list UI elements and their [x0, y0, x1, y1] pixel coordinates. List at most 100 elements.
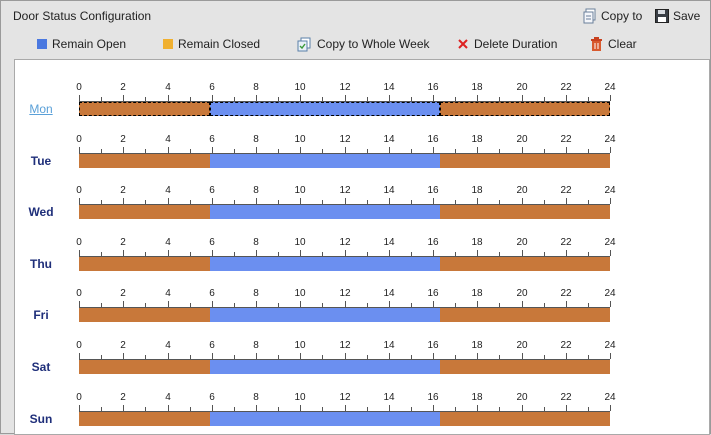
copy-week-icon: [297, 37, 311, 51]
hour-tick: [499, 355, 500, 359]
hour-label: 8: [253, 340, 259, 351]
schedule-segment-remain-closed[interactable]: [79, 412, 210, 426]
hour-tick: [322, 200, 323, 204]
schedule-segment-remain-closed[interactable]: [440, 412, 610, 426]
clear-button[interactable]: Clear: [590, 35, 637, 53]
hour-tick: [522, 353, 523, 359]
hour-tick: [477, 95, 478, 101]
save-button[interactable]: Save: [655, 7, 700, 25]
hour-tick: [278, 355, 279, 359]
hour-tick: [123, 405, 124, 411]
hour-tick: [522, 405, 523, 411]
schedule-segment-remain-open[interactable]: [210, 102, 440, 116]
hour-tick: [256, 250, 257, 256]
hour-label: 16: [427, 392, 439, 403]
day-timeline-bar[interactable]: [79, 308, 610, 322]
day-label-fri[interactable]: Fri: [33, 308, 49, 322]
hour-tick: [367, 200, 368, 204]
hour-tick: [322, 149, 323, 153]
schedule-segment-remain-closed[interactable]: [440, 205, 610, 219]
day-row-sat: Sat 0 2 4 6 8 10 12 14 16 18 20 22 24: [15, 340, 705, 380]
day-label-sun[interactable]: Sun: [29, 412, 53, 426]
hour-tick: [544, 252, 545, 256]
hour-label: 12: [339, 340, 351, 351]
hour-tick: [433, 301, 434, 307]
day-timeline-bar[interactable]: [79, 102, 610, 116]
hour-tick: [256, 301, 257, 307]
day-timeline-bar[interactable]: [79, 205, 610, 219]
day-timeline-bar[interactable]: [79, 154, 610, 168]
delete-duration-button[interactable]: Delete Duration: [457, 35, 557, 53]
day-label-tue[interactable]: Tue: [30, 154, 52, 168]
hour-tick: [411, 200, 412, 204]
day-label-wed[interactable]: Wed: [28, 205, 54, 219]
schedule-segment-remain-closed[interactable]: [79, 257, 210, 271]
schedule-segment-remain-closed[interactable]: [440, 257, 610, 271]
hour-tick: [588, 97, 589, 101]
hour-tick: [389, 301, 390, 307]
copy-to-button[interactable]: Copy to: [583, 7, 642, 25]
hour-label: 20: [516, 237, 528, 248]
hour-tick: [212, 95, 213, 101]
hour-label: 0: [76, 82, 82, 93]
schedule-segment-remain-closed[interactable]: [79, 154, 210, 168]
day-label-mon[interactable]: Mon: [29, 102, 53, 116]
hour-tick: [123, 95, 124, 101]
remain-closed-button[interactable]: Remain Closed: [163, 35, 260, 53]
hour-tick: [190, 303, 191, 307]
schedule-segment-remain-closed[interactable]: [440, 102, 610, 116]
hour-label: 8: [253, 134, 259, 145]
hour-tick: [566, 250, 567, 256]
schedule-segment-remain-open[interactable]: [210, 412, 440, 426]
hour-tick: [544, 407, 545, 411]
hour-tick: [499, 149, 500, 153]
hour-tick: [278, 407, 279, 411]
hour-tick: [367, 97, 368, 101]
hour-tick: [79, 250, 80, 256]
hour-tick: [455, 407, 456, 411]
schedule-segment-remain-closed[interactable]: [440, 154, 610, 168]
hour-tick: [168, 198, 169, 204]
hour-label: 2: [120, 392, 126, 403]
hour-tick: [145, 200, 146, 204]
schedule-segment-remain-closed[interactable]: [79, 360, 210, 374]
schedule-segment-remain-open[interactable]: [210, 205, 440, 219]
hour-label: 10: [294, 237, 306, 248]
hour-tick: [522, 147, 523, 153]
day-timeline-bar[interactable]: [79, 360, 610, 374]
hour-tick: [499, 252, 500, 256]
day-timeline-bar[interactable]: [79, 412, 610, 426]
hour-tick: [345, 301, 346, 307]
hour-tick: [234, 355, 235, 359]
hour-label: 14: [383, 340, 395, 351]
day-timeline-bar[interactable]: [79, 257, 610, 271]
day-label-thu[interactable]: Thu: [30, 257, 52, 271]
schedule-segment-remain-closed[interactable]: [440, 360, 610, 374]
hour-tick: [345, 147, 346, 153]
schedule-segment-remain-closed[interactable]: [79, 308, 210, 322]
copy-to-whole-week-button[interactable]: Copy to Whole Week: [297, 35, 430, 53]
save-icon: [655, 9, 669, 23]
hour-tick: [168, 301, 169, 307]
schedule-segment-remain-open[interactable]: [210, 308, 440, 322]
schedule-segment-remain-open[interactable]: [210, 360, 440, 374]
schedule-segment-remain-closed[interactable]: [79, 102, 210, 116]
hour-label: 6: [209, 134, 215, 145]
schedule-segment-remain-open[interactable]: [210, 257, 440, 271]
hour-tick: [145, 97, 146, 101]
hour-tick: [256, 95, 257, 101]
hour-tick: [455, 303, 456, 307]
hour-tick: [566, 198, 567, 204]
schedule-segment-remain-closed[interactable]: [440, 308, 610, 322]
hour-label: 2: [120, 237, 126, 248]
hour-tick: [389, 147, 390, 153]
hour-tick: [300, 353, 301, 359]
schedule-segment-remain-open[interactable]: [210, 154, 440, 168]
day-label-sat[interactable]: Sat: [31, 360, 51, 374]
remain-open-button[interactable]: Remain Open: [37, 35, 126, 53]
hour-tick: [477, 405, 478, 411]
hour-tick: [433, 147, 434, 153]
hour-label: 4: [165, 340, 171, 351]
hour-tick: [389, 353, 390, 359]
schedule-segment-remain-closed[interactable]: [79, 205, 210, 219]
